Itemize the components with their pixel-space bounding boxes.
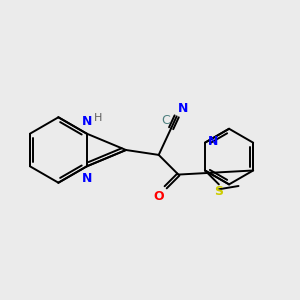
Text: N: N xyxy=(82,172,92,185)
Text: S: S xyxy=(214,185,224,198)
Text: N: N xyxy=(82,115,92,128)
Text: C: C xyxy=(161,114,170,127)
Text: O: O xyxy=(153,190,164,203)
Text: H: H xyxy=(94,113,102,123)
Text: N: N xyxy=(178,102,189,115)
Text: N: N xyxy=(208,134,219,148)
